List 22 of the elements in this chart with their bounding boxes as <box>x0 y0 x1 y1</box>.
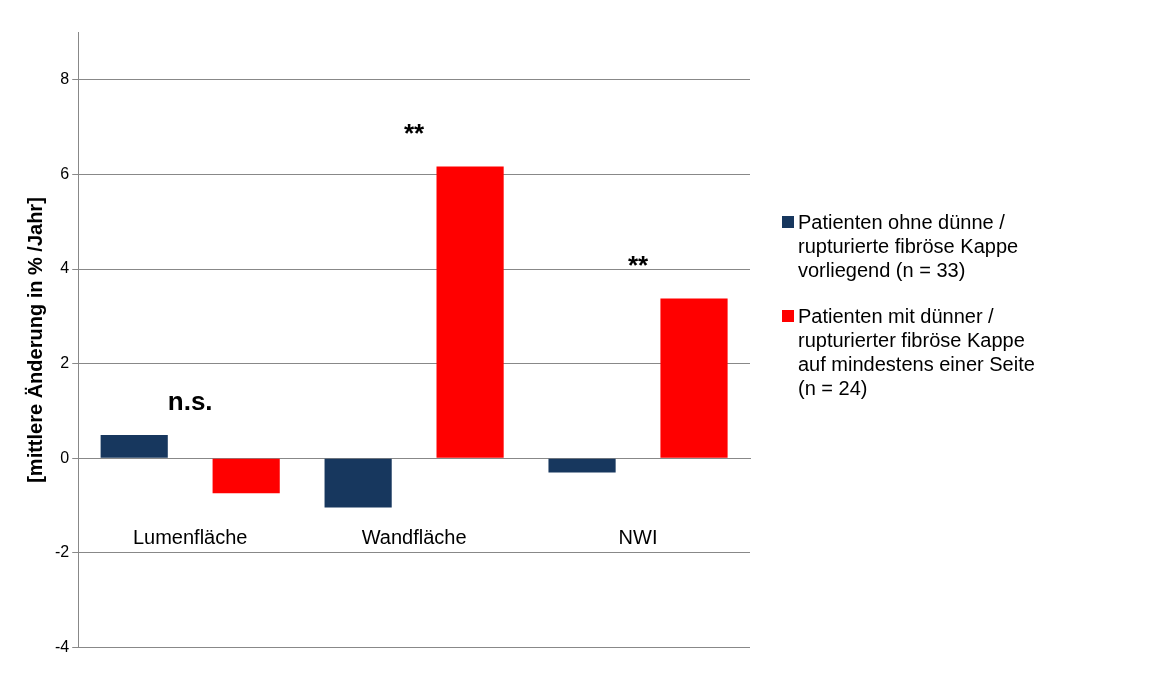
y-axis-title: [mittlere Änderung in % /Jahr] <box>23 197 46 483</box>
bar <box>660 298 728 458</box>
bar <box>548 458 616 473</box>
y-tick-label: 0 <box>60 448 70 466</box>
legend-label: Patienten ohne dünne / rupturierte fibröse Kappe vorliegend (n = 33) <box>798 210 1020 282</box>
y-tick-label: -2 <box>54 543 70 561</box>
legend-label: Patienten mit dünner / rupturierter fibröse Kappe auf mindestens einer Seite (n = 24) <box>798 304 1036 400</box>
bar <box>436 166 504 458</box>
x-tick-label: Lumenfläche <box>132 525 248 548</box>
x-tick-label: Wandfläche <box>361 525 467 548</box>
bar <box>212 458 280 494</box>
y-tick-label: 4 <box>60 259 70 277</box>
x-tick-label: NWI <box>618 525 658 548</box>
bar <box>324 458 392 508</box>
annotation: ** <box>403 117 426 148</box>
y-tick-label: -4 <box>54 637 70 655</box>
annotation: ** <box>627 249 650 280</box>
bar <box>100 435 168 458</box>
y-tick-label: 6 <box>60 164 70 182</box>
y-tick-label: 2 <box>60 354 70 372</box>
y-tick-label: 8 <box>60 70 70 88</box>
annotation: n.s. <box>167 386 213 417</box>
